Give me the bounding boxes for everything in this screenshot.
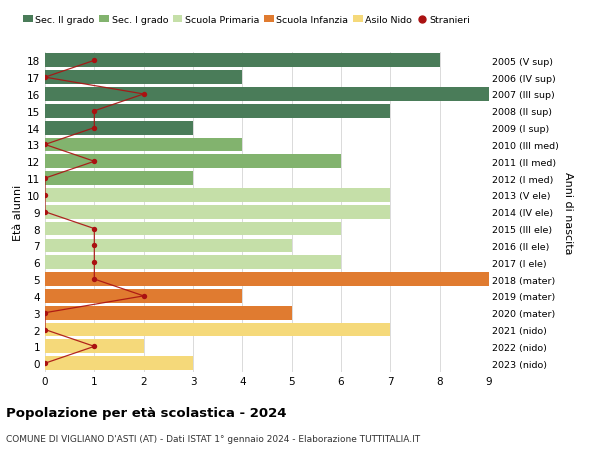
Point — [40, 309, 50, 317]
Point — [89, 276, 99, 283]
Point — [40, 192, 50, 199]
Point — [89, 343, 99, 350]
Bar — [45, 273, 489, 286]
Bar — [45, 289, 242, 303]
Bar — [45, 189, 391, 202]
Point — [40, 175, 50, 182]
Bar — [45, 357, 193, 370]
Bar — [45, 239, 292, 253]
Text: Popolazione per età scolastica - 2024: Popolazione per età scolastica - 2024 — [6, 406, 287, 419]
Bar — [45, 105, 391, 118]
Bar — [45, 256, 341, 269]
Point — [89, 259, 99, 266]
Point — [40, 326, 50, 334]
Bar — [45, 122, 193, 135]
Point — [89, 125, 99, 132]
Y-axis label: Anni di nascita: Anni di nascita — [563, 171, 572, 253]
Point — [89, 225, 99, 233]
Bar — [45, 54, 440, 68]
Bar — [45, 206, 391, 219]
Text: COMUNE DI VIGLIANO D'ASTI (AT) - Dati ISTAT 1° gennaio 2024 - Elaborazione TUTTI: COMUNE DI VIGLIANO D'ASTI (AT) - Dati IS… — [6, 434, 420, 443]
Bar — [45, 306, 292, 320]
Point — [139, 292, 148, 300]
Bar — [45, 88, 489, 101]
Y-axis label: Età alunni: Età alunni — [13, 184, 23, 241]
Bar — [45, 71, 242, 85]
Point — [139, 91, 148, 98]
Bar — [45, 340, 143, 353]
Bar — [45, 222, 341, 236]
Point — [40, 360, 50, 367]
Bar — [45, 155, 341, 169]
Point — [40, 141, 50, 149]
Legend: Sec. II grado, Sec. I grado, Scuola Primaria, Scuola Infanzia, Asilo Nido, Stran: Sec. II grado, Sec. I grado, Scuola Prim… — [23, 16, 470, 25]
Bar — [45, 172, 193, 185]
Point — [89, 242, 99, 250]
Point — [89, 108, 99, 115]
Point — [89, 57, 99, 65]
Bar — [45, 323, 391, 337]
Point — [89, 158, 99, 166]
Bar — [45, 138, 242, 152]
Point — [40, 74, 50, 82]
Point — [40, 208, 50, 216]
